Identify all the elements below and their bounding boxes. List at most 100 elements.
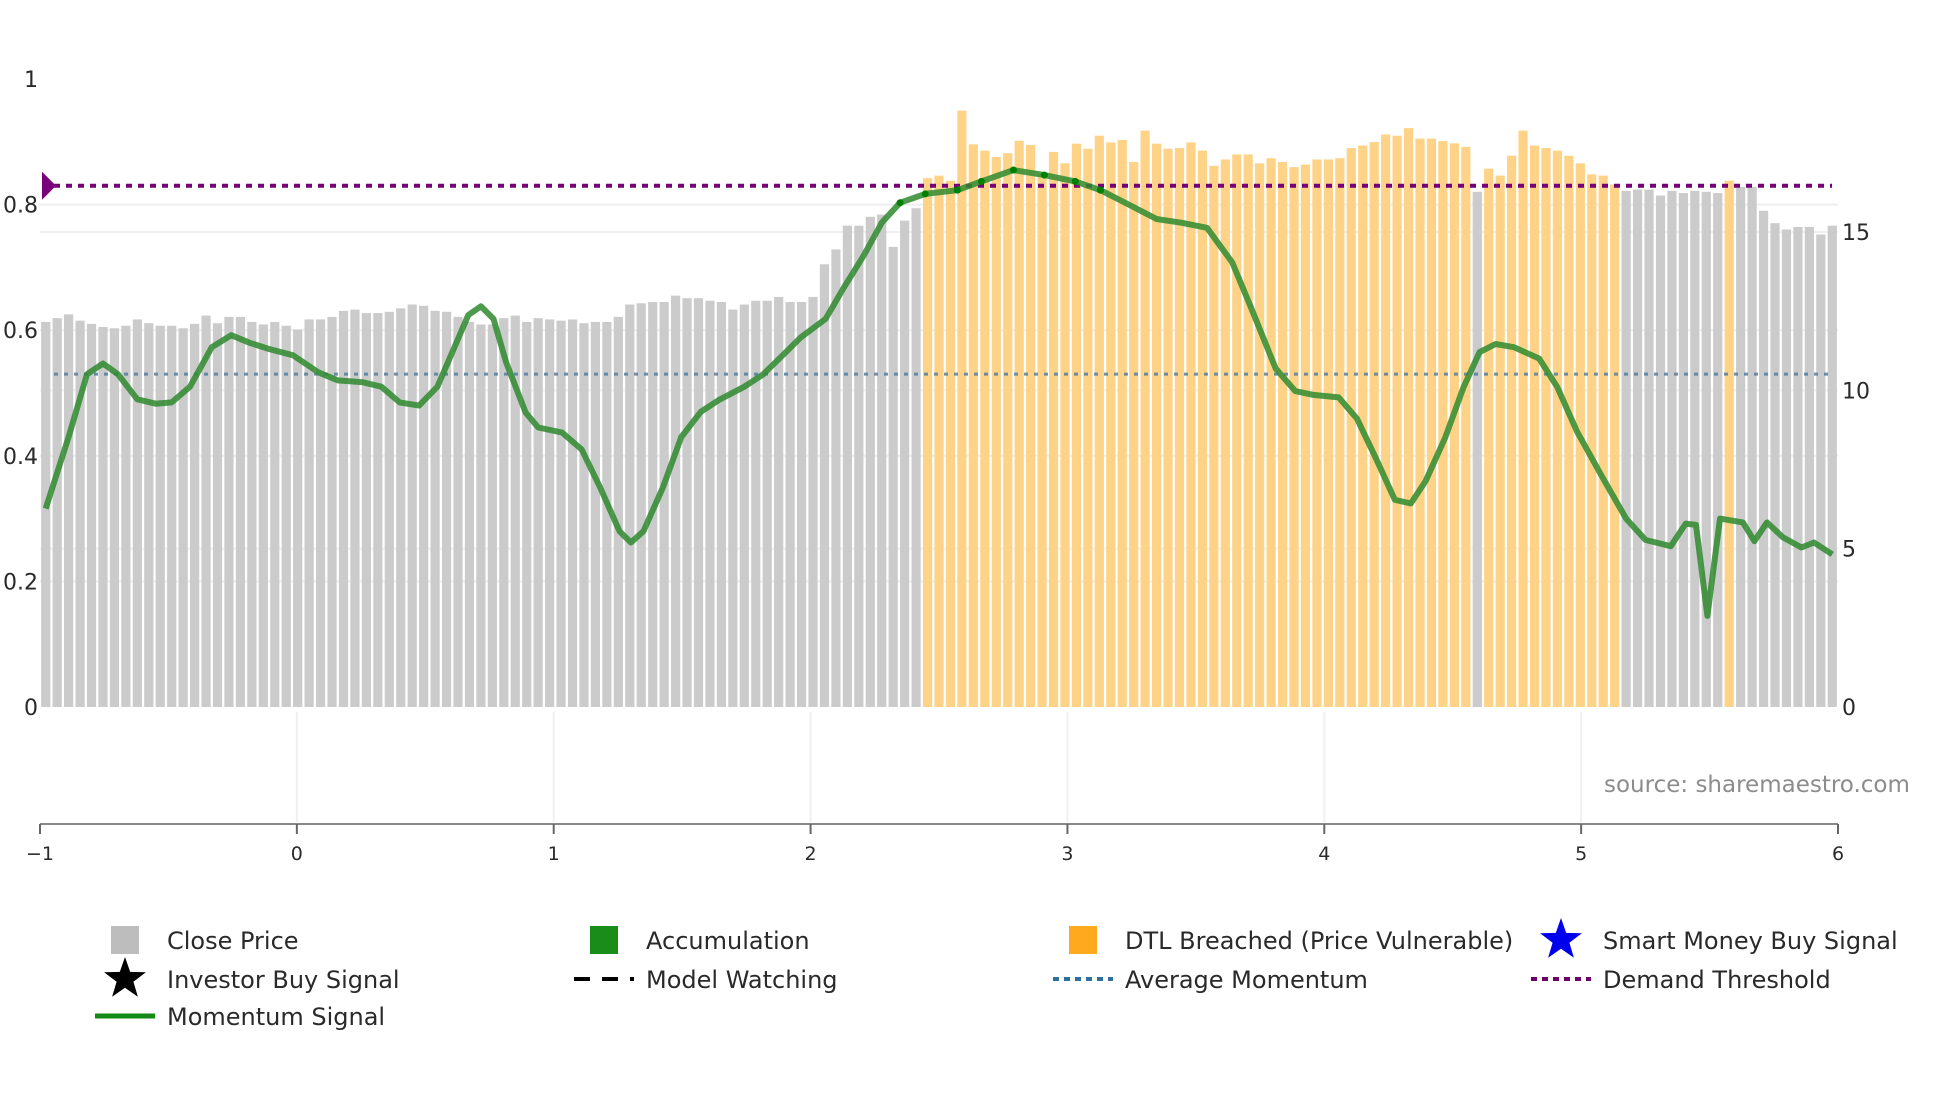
dtl-breached-bar	[1083, 148, 1093, 707]
dtl-breached-bar	[1461, 146, 1471, 708]
close-price-bar	[52, 318, 62, 707]
close-price-bar	[1701, 191, 1711, 708]
dtl-breached-bar	[1014, 140, 1024, 708]
dtl-breached-bar	[1415, 138, 1425, 708]
close-price-bar	[1472, 191, 1482, 708]
close-price-bar	[190, 323, 200, 707]
dtl-breached-bar	[1289, 167, 1299, 708]
close-price-bar	[751, 300, 761, 707]
right-axis-tick: 5	[1842, 538, 1856, 563]
dtl-breached-bar	[1426, 138, 1437, 708]
dtl-breached-bar	[1060, 163, 1070, 708]
close-price-bar	[831, 249, 841, 707]
dtl-breached-bar	[1197, 150, 1208, 707]
dtl-breached-bar	[1186, 142, 1196, 708]
close-price-bar	[1667, 190, 1677, 708]
dtl-breached-bar	[1026, 144, 1036, 707]
close-price-bar	[293, 329, 303, 707]
close-price-bar	[1770, 223, 1780, 707]
close-price-bar	[510, 315, 520, 707]
left-axis-tick: 0.8	[3, 194, 38, 219]
dtl-breached-bar	[1003, 153, 1013, 707]
close-price-bar	[1827, 225, 1837, 707]
dtl-breached-bar	[1484, 168, 1494, 707]
dtl-breached-bar	[1438, 141, 1448, 707]
close-price-bar	[1690, 190, 1700, 708]
close-price-bar	[327, 316, 337, 707]
accumulation-point	[921, 190, 929, 198]
dtl-breached-bar	[1724, 180, 1734, 707]
dtl-breached-bar	[1587, 174, 1597, 707]
close-price-bar	[877, 214, 887, 708]
dtl-breached-bar	[1541, 148, 1551, 708]
close-price-bar	[613, 316, 623, 707]
close-price-bar	[487, 324, 497, 707]
close-price-bar	[109, 328, 120, 707]
x-axis-tick: 6	[1832, 843, 1844, 865]
dtl-breached-bar	[980, 150, 990, 707]
close-price-bar	[1736, 187, 1746, 708]
close-price-bar	[419, 305, 429, 707]
dtl-breached-bar	[1094, 135, 1104, 707]
x-axis-tick: −1	[26, 843, 54, 865]
close-price-bar	[1758, 210, 1769, 708]
close-price-bar	[121, 325, 131, 707]
x-axis-tick: 5	[1575, 843, 1587, 865]
close-price-bar	[235, 316, 246, 707]
close-price-bar	[1747, 187, 1757, 708]
dtl-breached-bar	[945, 180, 956, 707]
close-price-bar	[888, 246, 898, 707]
dtl-breached-bar	[1129, 162, 1139, 707]
close-price-bar	[556, 320, 566, 707]
close-price-bar	[315, 319, 326, 707]
close-price-bar	[602, 321, 612, 707]
source-note: source: sharemaestro.com	[1604, 772, 1910, 798]
dtl-breached-bar	[1163, 148, 1173, 707]
close-price-bar	[682, 298, 692, 707]
close-price-bar	[808, 296, 818, 707]
close-price-bar	[693, 298, 704, 707]
close-price-bar	[453, 316, 463, 707]
close-price-bar	[75, 320, 85, 707]
dtl-breached-bar	[1255, 163, 1265, 708]
legend-label-close-price: Close Price	[167, 927, 299, 955]
dtl-breached-bar	[934, 175, 944, 708]
close-price-bar	[201, 315, 211, 707]
dtl-breached-bar	[1346, 148, 1356, 708]
dtl-breached-bar	[1598, 175, 1608, 708]
dtl-breached-bar	[1564, 155, 1574, 707]
momentum-signal	[42, 166, 1834, 619]
close-price-bar	[350, 309, 360, 707]
close-price-bar	[373, 313, 383, 707]
close-price-bar	[1793, 226, 1803, 707]
close-price-bar	[64, 314, 74, 707]
legend: Close Price Accumulation DTL Breached (Pri…	[95, 918, 1898, 1031]
close-price-bar	[430, 310, 440, 707]
close-price-bar	[499, 318, 509, 707]
close-price-bar	[636, 303, 646, 707]
dtl-breached-bar	[1220, 159, 1230, 707]
legend-label-accumulation: Accumulation	[646, 927, 810, 955]
dtl-breached-bar	[1151, 143, 1162, 707]
accumulation-point	[1009, 166, 1017, 174]
close-price-bar	[533, 318, 543, 707]
dtl-breached-bar	[1335, 158, 1345, 707]
close-price-bar	[854, 225, 864, 707]
close-price-bar	[842, 225, 852, 707]
legend-label-momentum-signal: Momentum Signal	[167, 1003, 385, 1031]
close-price-bar	[361, 313, 371, 707]
legend-label-investor-buy-signal: Investor Buy Signal	[167, 966, 400, 994]
dtl-breached-bar	[1300, 164, 1311, 708]
dtl-breached-bar	[1369, 142, 1379, 708]
left-axis-tick: 0	[24, 696, 38, 721]
close-price-bar	[716, 301, 727, 707]
close-price-bar	[705, 300, 715, 707]
close-price-bar	[522, 321, 532, 707]
close-price-bar	[659, 301, 669, 707]
legend-label-smart-money-buy-signal: Smart Money Buy Signal	[1603, 927, 1898, 955]
accumulation-point	[1040, 171, 1048, 179]
close-price-bar	[338, 310, 349, 707]
close-price-bar	[1632, 189, 1643, 708]
close-price-bar	[1621, 190, 1631, 708]
dtl-breached-bar	[1140, 130, 1150, 707]
